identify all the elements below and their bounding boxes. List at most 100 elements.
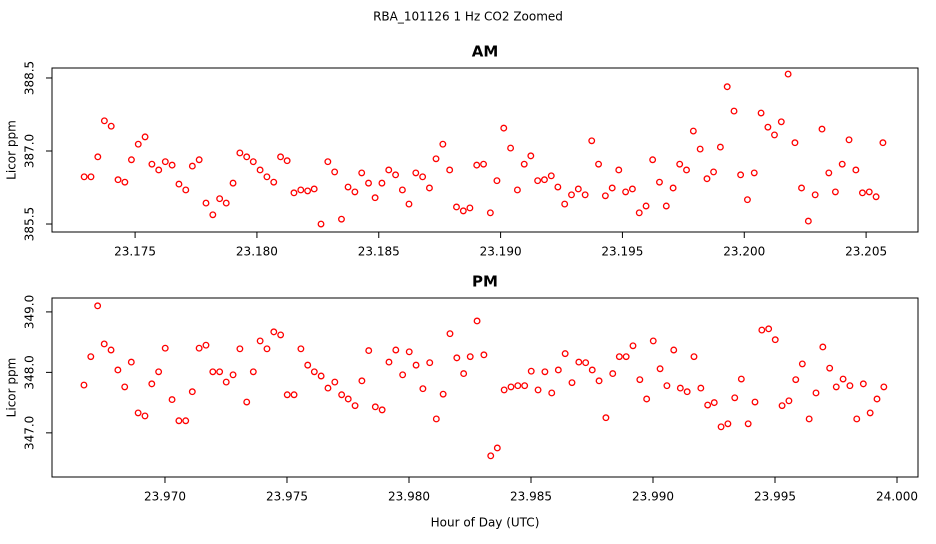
data-point [351,402,359,410]
data-point [750,169,758,177]
data-point [663,382,671,390]
data-point [643,395,651,403]
data-point [717,423,725,431]
data-point [338,215,345,223]
data-point [723,83,731,91]
data-point [175,417,183,425]
data-point [839,375,847,383]
data-point [480,160,487,168]
data-point [852,166,860,174]
data-point [670,346,678,354]
data-point [317,372,325,380]
data-point [520,160,528,168]
data-point [148,160,156,168]
data-point [263,173,271,181]
x-tick-label: 23.970 [144,490,186,504]
y-tick-label: 388.5 [23,61,37,95]
data-point [249,368,257,376]
data-point [209,368,217,376]
data-point [486,209,494,217]
data-point [812,389,820,397]
data-point [595,160,602,168]
data-point [304,187,312,195]
data-point [107,122,115,130]
data-point [858,189,866,197]
data-point [175,180,183,188]
y-tick-label: 347.0 [23,416,37,450]
data-point [615,166,623,174]
data-point [826,364,834,372]
data-point [365,347,373,355]
data-point [838,160,846,168]
data-point [689,127,697,135]
data-point [534,177,542,185]
data-point [453,354,461,362]
data-point [669,184,677,192]
data-point [831,188,839,196]
x-tick-label: 23.175 [114,245,156,259]
data-point [582,359,590,367]
x-tick-label: 23.195 [601,245,643,259]
data-point [80,173,88,181]
data-point [182,186,190,194]
data-point [609,370,617,378]
data-point [588,366,596,374]
y-tick-label: 387.0 [23,134,37,168]
data-point [439,140,447,148]
data-point [818,125,826,133]
data-point [236,149,244,157]
data-point [425,184,433,192]
data-point [412,361,420,369]
data-point [581,191,589,199]
data-point [487,452,495,460]
data-point [155,166,163,174]
data-point [845,136,853,144]
x-tick-label: 23.975 [266,490,308,504]
data-point [378,406,386,414]
data-point [765,325,773,333]
data-point [832,383,840,391]
data-point [229,371,237,379]
data-point [310,185,318,193]
data-point [683,388,691,396]
data-point [737,171,745,179]
data-point [628,185,636,193]
data-point [419,385,427,393]
data-point [751,398,759,406]
data-point [608,184,616,192]
data-point [155,368,163,376]
data-point [798,360,806,368]
data-point [561,350,569,358]
data-point [649,337,657,345]
data-point [777,118,785,126]
data-point [743,196,751,204]
data-point [290,189,298,197]
data-point [371,194,379,202]
data-point [568,379,576,387]
data-point [771,336,779,344]
data-point [392,346,400,354]
data-point [270,178,278,186]
x-tick-label: 24.000 [876,490,918,504]
data-point [161,158,169,166]
data-point [493,444,501,452]
y-axis-label: Licor ppm [5,120,19,180]
data-point [243,398,251,406]
data-point [195,344,203,352]
data-point [87,173,95,181]
data-point [507,383,515,391]
data-point [378,179,386,187]
data-point [859,380,867,388]
data-point [398,186,406,194]
data-point [297,345,305,353]
data-point [317,220,325,228]
data-point [141,133,149,141]
data-point [100,117,108,125]
data-point [574,185,582,193]
data-point [87,353,95,361]
data-point [94,302,102,310]
data-point [792,376,800,384]
data-point [466,204,474,212]
data-point [297,186,305,194]
